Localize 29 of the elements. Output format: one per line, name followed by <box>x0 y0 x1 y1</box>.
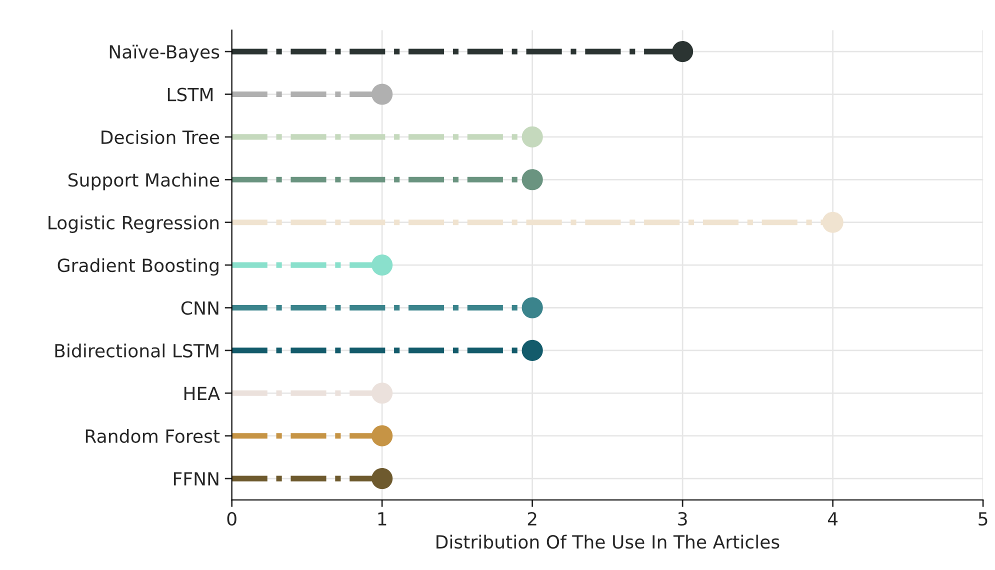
x-axis-title: Distribution Of The Use In The Articles <box>436 534 780 549</box>
y-tick-label: Support Machine <box>68 172 220 190</box>
point <box>372 382 393 404</box>
point <box>522 297 543 318</box>
y-tick-label: CNN <box>181 301 218 315</box>
x-tick-label: 3 <box>678 512 687 526</box>
y-tick-label: Bidirectional LSTM <box>55 344 218 358</box>
y-tick-label: Gradient Boosting <box>58 258 218 276</box>
y-tick-label: Naïve-Bayes <box>110 44 220 62</box>
y-tick-label: Random Forest <box>86 428 220 443</box>
point <box>522 169 543 190</box>
y-tick-label: FFNN <box>174 472 218 486</box>
point <box>822 212 844 233</box>
point <box>372 468 393 490</box>
point <box>522 340 543 361</box>
x-tick-label: 0 <box>227 512 236 526</box>
y-tick-label: HEA <box>184 386 220 400</box>
x-tick-label: 2 <box>528 512 536 526</box>
y-tick-label: Decision Tree <box>102 130 220 144</box>
y-tick-label: Logistic Regression <box>48 215 218 233</box>
x-tick-label: 4 <box>828 512 838 526</box>
x-tick-label: 1 <box>378 512 386 526</box>
point <box>522 126 543 148</box>
point <box>372 84 393 105</box>
point <box>372 425 393 446</box>
y-tick-label: LSTM <box>168 88 213 102</box>
x-tick-label: 5 <box>978 512 988 526</box>
point <box>672 41 694 62</box>
point <box>372 254 393 276</box>
